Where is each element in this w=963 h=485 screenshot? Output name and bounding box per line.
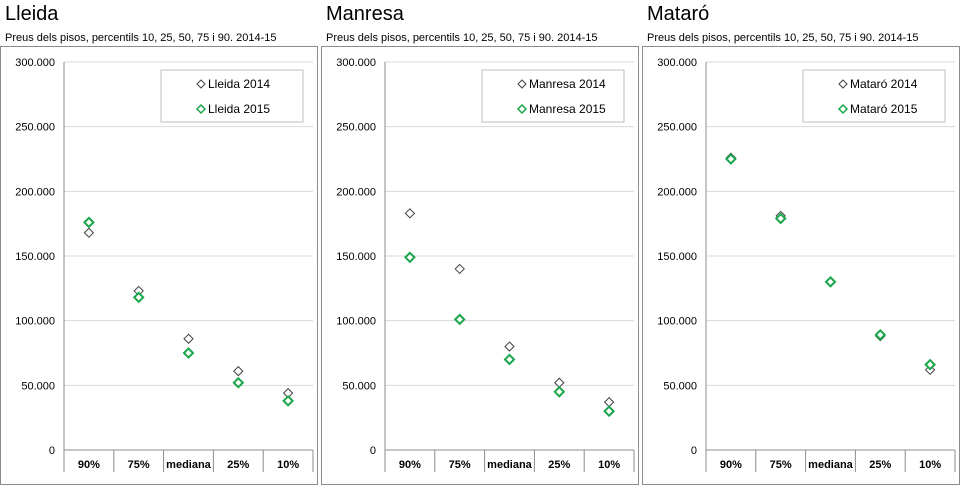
y-tick-label: 50.000 <box>21 380 55 392</box>
y-tick-label: 250.000 <box>336 122 376 134</box>
x-tick-label: 10% <box>919 459 941 471</box>
legend-label: Manresa 2014 <box>529 77 606 91</box>
legend-marker <box>516 103 528 115</box>
y-tick-label: 200.000 <box>15 186 55 198</box>
y-tick-label: 250.000 <box>15 122 55 134</box>
chart-title: Mataró <box>647 3 710 25</box>
chart-subtitle: Preus dels pisos, percentils 10, 25, 50,… <box>647 32 919 44</box>
legend-marker <box>517 79 527 89</box>
y-tick-label: 200.000 <box>657 186 697 198</box>
chart-svg-mataro: 300.000 250.000 200.000 150.000 100.000 50.00… <box>657 57 956 472</box>
y-tick-label: 300.000 <box>657 57 697 69</box>
x-tick-label: 75% <box>128 459 150 471</box>
data-point <box>603 405 616 418</box>
data-point <box>553 385 566 398</box>
chart-subtitle: Preus dels pisos, percentils 10, 25, 50,… <box>326 32 598 44</box>
legend-label: Lleida 2014 <box>208 77 270 91</box>
data-point <box>404 208 416 219</box>
legend-label: Manresa 2015 <box>529 102 606 116</box>
legend-box <box>160 69 304 123</box>
legend-box <box>481 69 625 123</box>
chart-panel-manresa: Manresa Preus dels pisos, percentils 10,… <box>321 0 639 485</box>
data-point <box>132 291 145 304</box>
data-point <box>724 153 737 165</box>
data-point <box>824 275 837 288</box>
y-tick-label: 50.000 <box>663 380 697 392</box>
y-tick-label: 300.000 <box>15 57 55 69</box>
data-point <box>924 358 937 371</box>
x-tick-label: mediana <box>166 459 212 471</box>
legend-label: Mataró 2014 <box>850 77 918 91</box>
x-tick-label: 75% <box>449 459 471 471</box>
x-tick-label: 90% <box>78 459 100 471</box>
y-tick-label: 0 <box>49 445 55 457</box>
data-point <box>454 263 465 275</box>
y-tick-label: 0 <box>691 445 697 457</box>
data-point <box>503 353 516 366</box>
legend-marker <box>195 103 207 115</box>
x-tick-label: 25% <box>869 459 891 471</box>
x-tick-label: 90% <box>399 459 421 471</box>
data-point <box>453 313 466 326</box>
y-tick-label: 150.000 <box>15 251 55 263</box>
x-tick-label: 25% <box>548 459 570 471</box>
x-tick-label: 10% <box>277 459 299 471</box>
y-tick-label: 250.000 <box>657 122 697 134</box>
data-point <box>233 365 244 377</box>
chart-panel-lleida: Lleida Preus dels pisos, percentils 10, … <box>0 0 318 485</box>
data-point <box>282 394 295 407</box>
y-tick-label: 150.000 <box>657 251 697 263</box>
chart-title: Manresa <box>326 3 404 25</box>
chart-panel-mataro: Mataró Preus dels pisos, percentils 10, … <box>642 0 960 485</box>
y-tick-label: 200.000 <box>336 186 376 198</box>
chart-title: Lleida <box>5 3 59 25</box>
data-point <box>774 212 787 225</box>
y-tick-label: 100.000 <box>15 316 55 328</box>
y-tick-label: 100.000 <box>657 316 697 328</box>
legend-marker <box>838 79 848 89</box>
data-point <box>232 376 245 389</box>
y-tick-label: 50.000 <box>342 380 376 392</box>
chart-subtitle: Preus dels pisos, percentils 10, 25, 50,… <box>5 32 277 44</box>
data-point <box>182 347 195 359</box>
legend-marker <box>837 103 849 115</box>
legend-label: Mataró 2015 <box>850 102 918 116</box>
x-tick-label: 25% <box>227 459 249 471</box>
x-tick-label: 75% <box>770 459 792 471</box>
x-tick-label: 90% <box>720 459 742 471</box>
chart-svg-manresa: 300.000 250.000 200.000 150.000 100.000 50.00… <box>336 57 635 472</box>
legend-marker <box>196 79 206 89</box>
data-point <box>403 251 416 264</box>
x-tick-label: mediana <box>487 459 533 471</box>
y-tick-label: 150.000 <box>336 251 376 263</box>
data-point <box>82 216 95 229</box>
data-point <box>83 227 95 238</box>
legend-label: Lleida 2015 <box>208 102 270 116</box>
data-point <box>874 328 887 341</box>
chart-svg-lleida: 300.000 250.000 200.000 150.000 100.000 50.00… <box>15 57 314 472</box>
x-tick-label: 10% <box>598 459 620 471</box>
y-tick-label: 300.000 <box>336 57 376 69</box>
y-tick-label: 0 <box>370 445 376 457</box>
y-tick-label: 100.000 <box>336 316 376 328</box>
data-point <box>183 333 194 344</box>
data-point <box>504 341 515 352</box>
x-tick-label: mediana <box>808 459 854 471</box>
legend-box <box>802 69 946 123</box>
